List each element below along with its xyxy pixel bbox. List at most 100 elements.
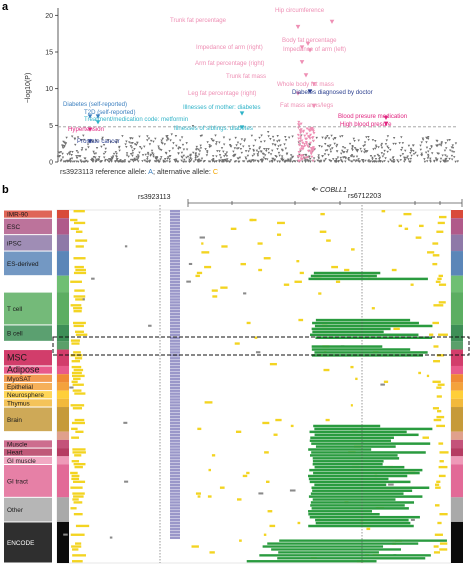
- state-block: [438, 474, 446, 478]
- state-block: [170, 321, 180, 325]
- state-block: [437, 410, 442, 413]
- state-block: [312, 321, 419, 325]
- tissue-color-strip-left: [57, 349, 69, 366]
- background-point: [144, 153, 147, 156]
- state-block: [170, 492, 180, 495]
- state-block: [438, 215, 447, 219]
- trait-point: [299, 45, 305, 50]
- background-point: [334, 159, 338, 163]
- state-block: [438, 274, 443, 278]
- background-point: [435, 159, 439, 162]
- background-point: [351, 149, 354, 152]
- background-point: [117, 146, 121, 149]
- background-point: [342, 156, 345, 159]
- background-point: [304, 154, 308, 157]
- background-point: [149, 154, 152, 157]
- background-point: [209, 145, 213, 148]
- background-point: [91, 140, 94, 143]
- state-block: [75, 333, 88, 336]
- state-block: [170, 357, 180, 360]
- background-point: [356, 150, 359, 153]
- background-point: [218, 150, 221, 153]
- state-block: [170, 530, 180, 534]
- state-block: [310, 492, 404, 495]
- state-block: [388, 483, 394, 486]
- background-point: [199, 144, 202, 147]
- background-point: [308, 143, 312, 146]
- background-point: [211, 155, 215, 158]
- background-point: [161, 137, 164, 140]
- background-point: [267, 151, 271, 155]
- background-point: [196, 155, 199, 158]
- background-point: [308, 157, 312, 161]
- background-point: [161, 142, 164, 145]
- background-point: [208, 144, 211, 147]
- background-point: [183, 158, 186, 161]
- state-block: [170, 292, 180, 295]
- background-point: [257, 151, 260, 154]
- background-point: [215, 141, 218, 144]
- state-block: [170, 210, 180, 213]
- background-point: [206, 150, 209, 153]
- state-block: [75, 430, 84, 433]
- state-block: [432, 380, 441, 383]
- background-point: [403, 160, 406, 163]
- background-point: [137, 155, 140, 158]
- alt-allele: C: [213, 167, 218, 176]
- state-block: [419, 224, 424, 228]
- background-point: [341, 149, 344, 152]
- state-block: [170, 307, 180, 310]
- state-block: [170, 239, 180, 242]
- background-point: [224, 153, 227, 156]
- state-block: [315, 336, 433, 339]
- state-block: [220, 286, 228, 289]
- state-block: [82, 298, 85, 301]
- state-block: [170, 439, 180, 442]
- background-point: [353, 147, 357, 150]
- background-point: [107, 160, 110, 163]
- background-point: [330, 134, 333, 137]
- background-point: [197, 153, 201, 156]
- tissue-label-box: [4, 522, 52, 563]
- trait-point: [239, 111, 245, 116]
- locus-point: [297, 159, 301, 163]
- caption-mid: ; alternative allele:: [153, 167, 213, 176]
- state-block: [170, 233, 180, 237]
- background-point: [382, 153, 386, 156]
- state-block: [297, 521, 301, 525]
- background-point: [235, 147, 239, 150]
- state-block: [433, 304, 444, 307]
- background-point: [271, 143, 275, 146]
- trait-point: [87, 114, 93, 119]
- state-block: [73, 295, 86, 298]
- background-point: [373, 155, 377, 158]
- state-block: [170, 495, 180, 498]
- background-point: [194, 152, 198, 155]
- background-point: [246, 154, 250, 157]
- state-block: [310, 436, 394, 440]
- state-block: [296, 260, 300, 263]
- y-tick-label: 0: [49, 160, 53, 167]
- trait-point: [87, 127, 93, 132]
- background-point: [233, 147, 237, 150]
- state-block: [73, 321, 86, 325]
- background-point: [347, 157, 351, 160]
- background-point: [124, 143, 127, 146]
- background-point: [258, 136, 261, 140]
- state-block: [170, 330, 180, 334]
- trait-label: Illnesses of siblings: diabetes: [174, 125, 253, 132]
- background-point: [174, 135, 178, 138]
- background-point: [189, 153, 192, 157]
- background-point: [160, 149, 163, 152]
- tissue-label: Muscle: [7, 441, 28, 448]
- background-point: [150, 149, 154, 152]
- state-block: [170, 468, 180, 472]
- background-point: [376, 153, 380, 157]
- background-point: [131, 152, 135, 155]
- background-point: [212, 139, 215, 142]
- background-point: [374, 147, 377, 150]
- locus-point: [299, 128, 303, 131]
- tissue-color-strip-right: [451, 398, 463, 408]
- background-point: [95, 139, 98, 142]
- background-point: [391, 160, 395, 163]
